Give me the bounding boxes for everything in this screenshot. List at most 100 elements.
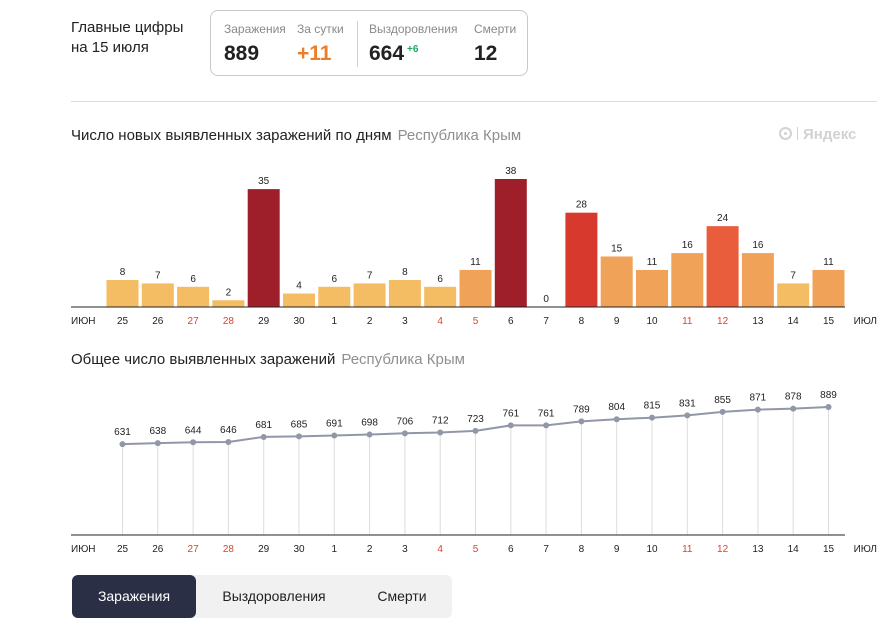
point-value-label: 706	[397, 416, 414, 427]
daily-tick-label: 29	[258, 316, 270, 327]
bar-value-label: 2	[226, 287, 232, 298]
point-value-label: 681	[255, 420, 272, 431]
total-tick-label: 2	[367, 544, 373, 555]
daily-tick-label: 9	[614, 316, 620, 327]
total-tick-label: 7	[543, 544, 549, 555]
stat-daily: За сутки +11	[297, 22, 344, 66]
total-tick-label: 29	[258, 544, 270, 555]
total-chart-title-text: Общее число выявленных заражений	[71, 351, 336, 368]
point-value-label: 646	[220, 425, 237, 436]
bar	[247, 189, 280, 307]
data-point	[260, 433, 267, 440]
bar-value-label: 15	[611, 243, 623, 254]
daily-chart-region: Республика Крым	[397, 127, 522, 144]
data-point	[578, 418, 585, 425]
bar-value-label: 7	[155, 270, 161, 281]
page-title: Главные цифры на 15 июля	[71, 18, 183, 58]
total-tick-label: 14	[788, 544, 800, 555]
bar	[141, 283, 174, 307]
bar-value-label: 35	[258, 176, 270, 187]
yandex-logo-icon	[779, 127, 792, 140]
total-month-end-label: ИЮЛ	[854, 544, 877, 555]
daily-tick-label: 6	[508, 316, 514, 327]
total-tick-label: 6	[508, 544, 514, 555]
bar-value-label: 7	[790, 270, 796, 281]
point-value-label: 644	[185, 425, 202, 436]
stat-infections: Заражения 889	[224, 22, 286, 66]
data-point	[684, 412, 691, 419]
bar-value-label: 7	[367, 270, 373, 281]
daily-tick-label: 12	[717, 316, 729, 327]
watermark-separator	[797, 127, 798, 140]
daily-tick-label: 8	[579, 316, 585, 327]
data-point	[437, 429, 444, 436]
daily-month-start-label: ИЮН	[71, 316, 96, 327]
total-infections-chart: 631 638 644 646 681 685 691 698 706 712 723 761 761 7…	[71, 390, 877, 555]
point-value-label: 871	[750, 393, 767, 404]
data-point	[613, 416, 620, 423]
metric-tabs: Заражения Выздоровления Смерти	[72, 575, 452, 618]
stat-recoveries-value: 664	[369, 42, 405, 65]
total-tick-label: 25	[117, 544, 129, 555]
daily-tick-label: 3	[402, 316, 408, 327]
total-tick-label: 26	[152, 544, 164, 555]
bar-value-label: 0	[543, 294, 549, 305]
watermark-text: Яндекс	[803, 126, 857, 143]
bar-value-label: 8	[120, 267, 126, 278]
data-point	[825, 404, 832, 410]
daily-tick-label: 10	[646, 316, 658, 327]
data-point	[754, 406, 761, 413]
stat-deaths-label: Смерти	[474, 22, 517, 36]
bar-value-label: 8	[402, 267, 408, 278]
point-value-label: 889	[820, 390, 837, 401]
data-point	[296, 433, 302, 440]
total-tick-label: 27	[188, 544, 200, 555]
data-point	[190, 439, 197, 446]
daily-tick-label: 30	[293, 316, 305, 327]
tab-infections[interactable]: Заражения	[72, 575, 196, 618]
point-value-label: 723	[467, 414, 484, 425]
tab-deaths[interactable]: Смерти	[377, 588, 427, 604]
daily-tick-label: 2	[367, 316, 373, 327]
daily-tick-label: 15	[823, 316, 835, 327]
total-tick-label: 15	[823, 544, 835, 555]
bar-value-label: 6	[437, 274, 443, 285]
page-title-line2: на 15 июля	[71, 39, 149, 56]
daily-chart-title: Число новых выявленных заражений по дням…	[71, 127, 521, 144]
page-title-line1: Главные цифры	[71, 19, 184, 36]
stat-deaths: Смерти 12	[474, 22, 516, 66]
daily-tick-label: 26	[152, 316, 164, 327]
daily-tick-label: 25	[117, 316, 129, 327]
point-value-label: 712	[432, 415, 449, 426]
bar	[459, 269, 492, 307]
data-point	[719, 408, 726, 415]
total-tick-label: 13	[752, 544, 764, 555]
point-value-label: 831	[679, 398, 696, 409]
bar-value-label: 11	[470, 257, 481, 268]
data-point	[366, 431, 373, 438]
point-value-label: 855	[714, 395, 731, 406]
bar-value-label: 38	[505, 166, 517, 177]
total-tick-label: 8	[579, 544, 585, 555]
bar	[812, 269, 845, 307]
bar-value-label: 11	[647, 257, 658, 268]
daily-month-end-label: ИЮЛ	[854, 316, 877, 327]
bar	[177, 286, 210, 307]
bar-value-label: 24	[717, 213, 729, 224]
yandex-watermark: Яндекс	[779, 126, 856, 143]
daily-tick-label: 28	[223, 316, 235, 327]
point-value-label: 761	[538, 408, 555, 419]
bar	[318, 286, 351, 307]
bar	[283, 293, 315, 307]
tab-recoveries[interactable]: Выздоровления	[222, 588, 326, 604]
bar-value-label: 16	[682, 240, 694, 251]
stat-deaths-value: 12	[474, 42, 498, 65]
stat-recoveries-delta: +6	[407, 44, 419, 55]
total-tick-label: 1	[332, 544, 338, 555]
total-chart-title: Общее число выявленных заражений Республи…	[71, 351, 465, 368]
stat-recoveries-label: Выздоровления	[369, 22, 458, 36]
bar	[741, 253, 774, 307]
bar	[424, 286, 457, 307]
stat-infections-label: Заражения	[224, 22, 286, 36]
